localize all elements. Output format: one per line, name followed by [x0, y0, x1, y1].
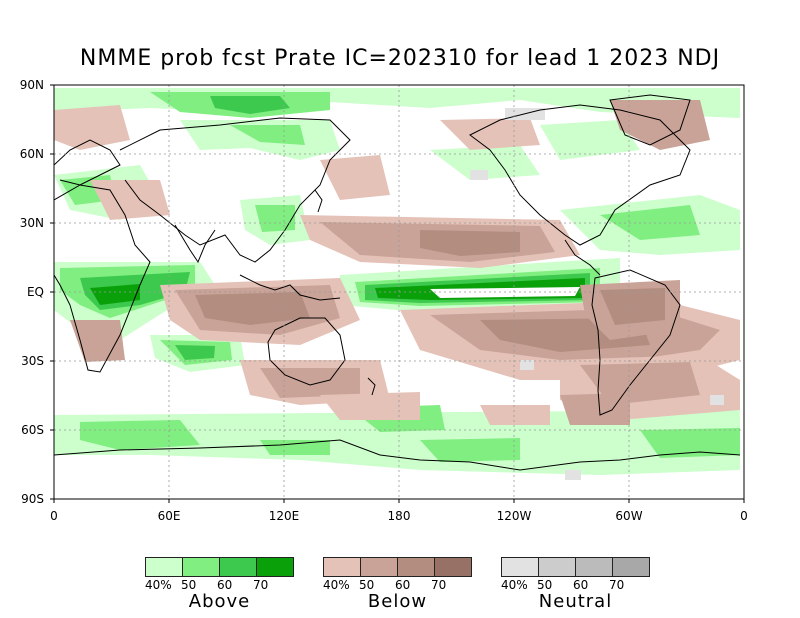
legend-tick: 50: [537, 578, 553, 592]
lon-label-0: 0: [50, 509, 58, 523]
lon-label-60w: 60W: [615, 509, 643, 523]
legend-swatch: [398, 558, 435, 576]
lat-label-90s: 90S: [21, 492, 44, 506]
legend-above-swatches: [145, 557, 294, 577]
legend-neutral-swatches: [501, 557, 650, 577]
legend-tick: 70: [431, 578, 447, 592]
legend-tick: 60: [573, 578, 589, 592]
lon-label-0-end: 0: [740, 509, 748, 523]
lon-label-120e: 120E: [268, 509, 300, 523]
legend-swatch: [324, 558, 361, 576]
legend-tick: 50: [359, 578, 375, 592]
legend-swatch: [183, 558, 220, 576]
legend-below-swatches: [323, 557, 472, 577]
lon-label-60e: 60E: [157, 509, 181, 523]
legend-swatch: [257, 558, 293, 576]
legend-below: 40% 50 60 70 Below: [323, 557, 472, 612]
legend-swatch: [146, 558, 183, 576]
legend-above: 40% 50 60 70 Above: [145, 557, 294, 612]
legend-swatch: [539, 558, 576, 576]
lat-label-60s: 60S: [21, 423, 44, 437]
lat-label-eq: EQ: [26, 285, 44, 299]
graticule: [54, 85, 744, 499]
legend-tick: 60: [217, 578, 233, 592]
legend-swatch: [502, 558, 539, 576]
legend-tick: 40%: [501, 578, 528, 592]
axis-ticks: [50, 84, 745, 503]
legend-tick: 70: [609, 578, 625, 592]
legend-swatch: [435, 558, 471, 576]
lon-label-120w: 120W: [496, 509, 532, 523]
coastlines: [54, 94, 741, 471]
legend-neutral-label: Neutral: [538, 591, 613, 612]
legend-swatch: [576, 558, 613, 576]
lat-label-60n: 60N: [19, 147, 44, 161]
lat-label-90n: 90N: [19, 78, 44, 92]
legend-tick: 60: [395, 578, 411, 592]
legend-tick: 70: [253, 578, 269, 592]
lat-label-30s: 30S: [21, 354, 44, 368]
legend-tick: 40%: [145, 578, 172, 592]
legend-tick: 50: [181, 578, 197, 592]
legend-neutral: 40% 50 60 70 Neutral: [501, 557, 650, 612]
legend-swatch: [361, 558, 398, 576]
legend-swatch: [220, 558, 257, 576]
lon-label-180: 180: [387, 509, 411, 523]
lat-label-30n: 30N: [19, 216, 44, 230]
legend-above-label: Above: [188, 591, 251, 612]
legend-swatch: [613, 558, 649, 576]
map-title: NMME prob fcst Prate IC=202310 for lead …: [79, 46, 721, 71]
legend-tick: 40%: [323, 578, 350, 592]
below-regions: [54, 100, 740, 425]
legend-below-label: Below: [367, 591, 428, 612]
